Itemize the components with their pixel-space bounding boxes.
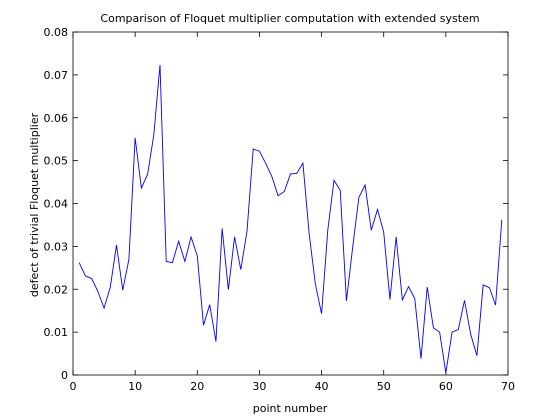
x-axis: 0 10 20 30 40 50 60 70 [70, 32, 515, 393]
x-tick-label: 20 [190, 380, 204, 393]
x-tick-label: 70 [501, 380, 515, 393]
y-tick-label: 0 [61, 369, 68, 382]
y-tick-label: 0.01 [44, 326, 69, 339]
plot-area [72, 31, 509, 376]
x-tick-label: 10 [128, 380, 142, 393]
x-axis-label: point number [253, 402, 328, 415]
series-line [78, 64, 503, 373]
y-axis: 0 0.01 0.02 0.03 0.04 0.05 0.06 0.07 0.08 [44, 26, 508, 382]
x-tick-label: 60 [439, 380, 453, 393]
y-tick-label: 0.06 [44, 112, 69, 125]
y-tick-label: 0.08 [44, 26, 69, 39]
y-tick-label: 0.03 [44, 240, 69, 253]
y-axis-label: defect of trivial Floquet multiplier [28, 112, 41, 297]
x-tick-label: 0 [70, 380, 77, 393]
x-tick-label: 30 [252, 380, 266, 393]
y-tick-label: 0.05 [44, 155, 69, 168]
x-tick-label: 50 [377, 380, 391, 393]
y-tick-label: 0.07 [44, 69, 69, 82]
y-tick-label: 0.04 [44, 198, 69, 211]
y-tick-label: 0.02 [44, 283, 69, 296]
x-tick-label: 40 [315, 380, 329, 393]
chart-title: Comparison of Floquet multiplier computa… [100, 12, 479, 25]
